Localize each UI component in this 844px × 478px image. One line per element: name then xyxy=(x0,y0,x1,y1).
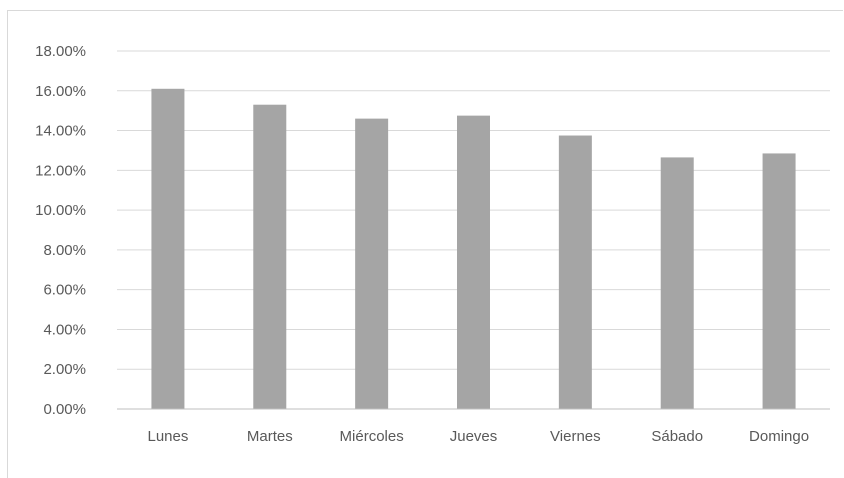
x-tick-label: Jueves xyxy=(450,428,498,445)
y-tick-label: 14.00% xyxy=(35,123,86,140)
x-tick-label: Lunes xyxy=(147,428,188,445)
y-axis: 0.00% 2.00% 4.00% 6.00% 8.00% 10.00% 12.00% 14.… xyxy=(35,43,86,418)
y-tick-label: 12.00% xyxy=(35,162,86,179)
x-tick-label: Miércoles xyxy=(340,428,404,445)
y-tick-label: 10.00% xyxy=(35,202,86,219)
chart-area xyxy=(7,10,843,478)
y-tick-label: 2.00% xyxy=(43,361,86,378)
y-tick-label: 4.00% xyxy=(43,321,86,338)
bar-lunes xyxy=(151,88,185,410)
y-tick-label: 18.00% xyxy=(35,43,86,60)
bar-jueves xyxy=(457,115,490,409)
y-tick-label: 6.00% xyxy=(43,282,86,299)
y-tick-label: 16.00% xyxy=(35,83,86,100)
bar-sábado xyxy=(660,157,694,409)
x-tick-label: Sábado xyxy=(651,428,703,445)
x-tick-label: Martes xyxy=(247,428,293,445)
bar-series xyxy=(151,88,796,410)
x-tick-label: Domingo xyxy=(749,428,809,445)
bar-martes xyxy=(253,104,287,409)
x-axis: Lunes Martes Miércoles Jueves Viernes Sábado D… xyxy=(117,408,830,445)
y-tick-label: 0.00% xyxy=(43,401,86,418)
y-tick-label: 8.00% xyxy=(43,242,86,259)
x-tick-label: Viernes xyxy=(550,428,601,445)
bar-domingo xyxy=(762,153,796,409)
bar-viernes xyxy=(558,135,592,409)
bar-miércoles xyxy=(355,118,389,409)
